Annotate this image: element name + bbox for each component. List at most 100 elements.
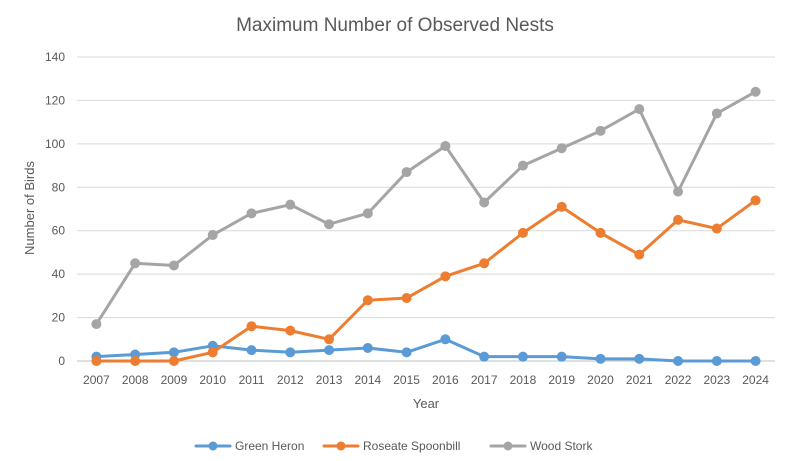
y-tick-label: 100 [45, 137, 65, 151]
x-tick-label: 2014 [354, 373, 381, 387]
data-point [556, 143, 567, 154]
data-point [91, 356, 102, 366]
data-point [750, 86, 761, 97]
x-tick-label: 2010 [199, 373, 226, 387]
x-tick-label: 2022 [665, 373, 692, 387]
data-point [517, 351, 528, 362]
x-tick-label: 2019 [548, 373, 575, 387]
x-tick-label: 2011 [239, 373, 265, 387]
series-wood-stork [91, 86, 761, 330]
data-point [595, 227, 606, 238]
data-point [401, 293, 412, 304]
data-point [673, 186, 684, 197]
data-point [285, 347, 296, 358]
data-point [168, 260, 179, 271]
x-tick-label: 2009 [161, 373, 188, 387]
data-point [401, 347, 412, 358]
data-point [634, 249, 645, 260]
x-tick-label: 2017 [471, 373, 498, 387]
chart-title: Maximum Number of Observed Nests [236, 15, 554, 36]
x-tick-label: 2015 [393, 373, 420, 387]
data-point [479, 258, 490, 269]
y-tick-label: 20 [52, 311, 66, 325]
x-tick-label: 2024 [742, 373, 769, 387]
legend-dot-marker [208, 441, 218, 451]
y-axis-title: Number of Birds [22, 161, 37, 255]
legend: Green Heron Roseate Spoonbill Wood Stork [194, 439, 593, 453]
x-tick-label: 2007 [83, 373, 110, 387]
data-point [479, 351, 490, 362]
x-tick-label: 2021 [626, 373, 653, 387]
x-axis-title: Year [413, 396, 440, 411]
data-point [595, 353, 606, 364]
y-tick-label: 120 [45, 93, 65, 107]
data-point [440, 334, 451, 345]
y-tick-label: 80 [52, 180, 66, 194]
legend-item: Wood Stork [489, 439, 593, 453]
series-roseate-spoonbill [91, 195, 761, 366]
legend-item: Green Heron [194, 439, 304, 453]
data-point [750, 195, 761, 206]
data-point [517, 227, 528, 238]
data-point [324, 219, 335, 230]
y-tick-label: 60 [52, 224, 66, 238]
data-point [711, 223, 722, 234]
data-point [130, 258, 141, 269]
legend-dot-marker [503, 441, 513, 451]
series-line [94, 198, 758, 363]
tick-labels: 0 20 40 60 80 100 120 140 2007 2008 2009 2010 2011 20… [45, 50, 769, 387]
data-point [207, 347, 218, 358]
legend-label: Green Heron [235, 439, 304, 453]
data-point [711, 356, 722, 366]
data-point [440, 141, 451, 152]
data-point [362, 208, 373, 219]
data-point [324, 345, 335, 356]
data-point [556, 201, 567, 212]
data-point [130, 356, 141, 366]
data-point [750, 356, 761, 366]
data-point [324, 334, 335, 345]
data-point [91, 319, 102, 330]
y-tick-label: 140 [45, 50, 65, 64]
x-tick-label: 2023 [703, 373, 730, 387]
data-point [556, 351, 567, 362]
data-point [285, 325, 296, 336]
legend-item: Roseate Spoonbill [322, 439, 460, 453]
legend-label: Wood Stork [530, 439, 593, 453]
data-point [517, 160, 528, 171]
data-point [595, 125, 606, 136]
legend-dot-marker [336, 441, 346, 451]
legend-label: Roseate Spoonbill [363, 439, 460, 453]
data-point [711, 108, 722, 119]
data-point [285, 199, 296, 210]
y-tick-label: 40 [52, 267, 66, 281]
data-point [634, 353, 645, 364]
x-tick-label: 2020 [587, 373, 614, 387]
x-tick-label: 2008 [122, 373, 149, 387]
data-point [479, 197, 490, 208]
data-point [246, 321, 257, 332]
data-point [168, 347, 179, 358]
gridlines [77, 56, 775, 319]
x-tick-label: 2012 [277, 373, 304, 387]
data-point [168, 356, 179, 366]
data-point [673, 214, 684, 225]
data-point [246, 345, 257, 356]
x-tick-label: 2016 [432, 373, 459, 387]
data-point [207, 230, 218, 241]
data-point [634, 104, 645, 115]
data-point [362, 342, 373, 353]
x-tick-label: 2018 [510, 373, 537, 387]
series-line [94, 90, 758, 326]
data-point [440, 271, 451, 282]
series-layer [91, 86, 761, 366]
data-point [401, 167, 412, 178]
data-point [246, 208, 257, 219]
series-line [94, 337, 758, 363]
x-tick-label: 2013 [316, 373, 343, 387]
data-point [362, 295, 373, 306]
y-tick-label: 0 [58, 354, 65, 368]
data-point [673, 356, 684, 366]
